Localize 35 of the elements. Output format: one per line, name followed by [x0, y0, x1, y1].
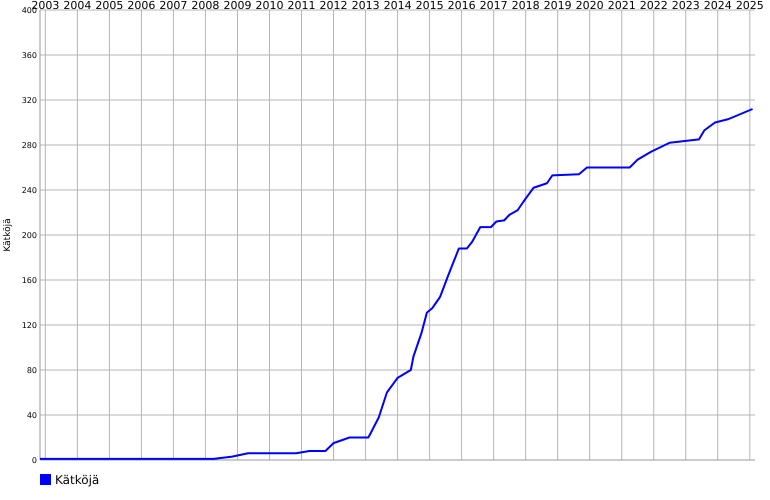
y-tick-label: 0 — [32, 456, 37, 465]
x-tick-label: 2025 — [736, 0, 764, 12]
y-tick-label: 160 — [22, 276, 37, 285]
y-tick-label: 200 — [22, 231, 37, 240]
y-tick-label: 360 — [22, 51, 37, 60]
x-tick-label: 2011 — [288, 0, 316, 12]
x-tick-label: 2016 — [448, 0, 476, 12]
x-tick-label: 2006 — [127, 0, 156, 12]
x-tick-label: 2021 — [608, 0, 636, 12]
x-tick-label: 2014 — [384, 0, 412, 12]
x-tick-label: 2022 — [640, 0, 668, 12]
x-tick-label: 2019 — [544, 0, 572, 12]
y-tick-label: 320 — [22, 96, 37, 105]
x-tick-label: 2015 — [416, 0, 444, 12]
y-tick-label: 400 — [22, 6, 37, 15]
y-axis-title: Kätköjä — [3, 218, 13, 252]
x-tick-label: 2018 — [512, 0, 540, 12]
x-tick-label: 2012 — [320, 0, 348, 12]
x-tick-label: 2008 — [191, 0, 220, 12]
x-tick-label: 2004 — [63, 0, 92, 12]
y-tick-label: 120 — [22, 321, 37, 330]
x-tick-label: 2017 — [480, 0, 508, 12]
y-tick-label: 80 — [26, 366, 37, 375]
x-tick-label: 2010 — [256, 0, 284, 12]
x-tick-label: 2009 — [224, 0, 252, 12]
x-tick-label: 2007 — [159, 0, 188, 12]
y-tick-label: 240 — [22, 186, 37, 195]
legend-label: Kätköjä — [55, 473, 100, 487]
x-tick-label: 2013 — [352, 0, 380, 12]
y-tick-label: 40 — [26, 411, 37, 420]
x-tick-label: 2005 — [95, 0, 124, 12]
x-tick-label: 2024 — [704, 0, 732, 12]
x-tick-label: 2020 — [576, 0, 604, 12]
x-tick-label: 2023 — [672, 0, 700, 12]
y-tick-label: 280 — [22, 141, 37, 150]
